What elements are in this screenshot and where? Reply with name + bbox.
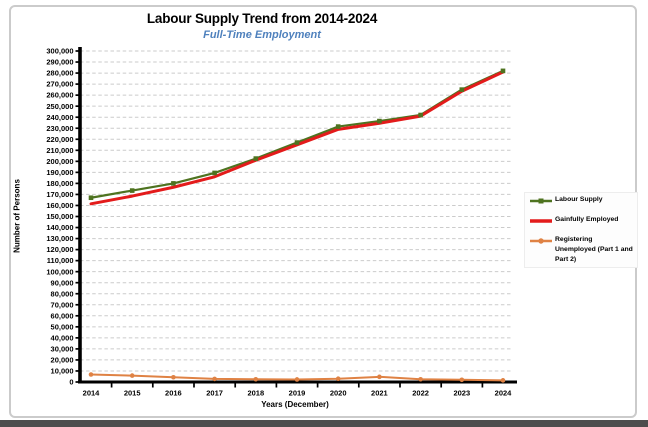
y-tick-label: 150,000: [46, 212, 73, 221]
y-tick-label: 10,000: [51, 367, 74, 376]
marker-labour-supply: [253, 156, 259, 161]
y-tick-label: 100,000: [46, 267, 73, 276]
marker-registering-unemployed-part-1-and-part-2: [88, 372, 94, 377]
marker-registering-unemployed-part-1-and-part-2: [253, 376, 259, 382]
x-tick-label: 2024: [495, 389, 513, 398]
marker-labour-supply: [294, 140, 300, 145]
legend-swatch-marker: [538, 238, 544, 244]
marker-registering-unemployed-part-1-and-part-2: [418, 376, 423, 382]
y-tick-label: 180,000: [46, 179, 73, 188]
y-tick-label: 0: [69, 378, 73, 387]
y-tick-label: 220,000: [46, 135, 73, 144]
marker-registering-unemployed-part-1-and-part-2: [335, 376, 341, 381]
legend-swatch-marker: [538, 198, 544, 204]
marker-labour-supply: [459, 87, 465, 92]
y-tick-label: 280,000: [46, 69, 73, 78]
x-tick-label: 2023: [453, 389, 470, 398]
marker-labour-supply: [335, 124, 341, 129]
legend-swatch-labour-supply-icon: [530, 198, 552, 204]
y-tick-label: 40,000: [51, 333, 74, 342]
y-tick-label: 30,000: [51, 345, 74, 354]
y-tick-label: 190,000: [46, 168, 73, 177]
y-tick-label: 80,000: [51, 289, 74, 298]
marker-registering-unemployed-part-1-and-part-2: [500, 378, 506, 383]
x-tick-label: 2014: [83, 389, 101, 398]
series-line-labour-supply: [89, 69, 505, 199]
legend-swatch-registering-unemployed-icon: [530, 238, 552, 244]
marker-registering-unemployed-part-1-and-part-2: [171, 374, 176, 380]
marker-labour-supply: [212, 170, 217, 176]
legend-label: Gainfully Employed: [555, 215, 619, 223]
x-tick-label: 2017: [206, 389, 223, 398]
chart-subtitle: Full-Time Employment: [203, 29, 321, 41]
x-tick-label: 2019: [289, 389, 306, 398]
legend-swatch-gainfully-employed-icon: [530, 219, 552, 223]
x-tick-label: 2021: [371, 389, 388, 398]
marker-registering-unemployed-part-1-and-part-2: [212, 376, 217, 382]
y-tick-label: 240,000: [46, 113, 73, 122]
marker-labour-supply: [88, 195, 94, 201]
series-line-gainfully-employed: [89, 70, 505, 206]
marker-registering-unemployed-part-1-and-part-2: [377, 374, 382, 380]
marker-labour-supply: [500, 68, 506, 74]
y-tick-label: 20,000: [51, 356, 74, 365]
y-tick-label: 140,000: [46, 223, 73, 232]
marker-registering-unemployed-part-1-and-part-2: [459, 377, 465, 383]
marker-labour-supply: [377, 118, 382, 124]
x-axis-title: Years (December): [261, 400, 329, 409]
y-tick-label: 250,000: [46, 102, 73, 111]
legend-item-gainfully-employed: Gainfully Employed: [529, 215, 635, 226]
x-tick-label: 2022: [412, 389, 429, 398]
y-tick-label: 90,000: [51, 278, 74, 287]
legend-label: Labour Supply: [555, 195, 603, 203]
y-tick-label: 50,000: [51, 322, 74, 331]
legend-label: Registering Unemployed (Part 1 and Part …: [555, 235, 633, 264]
marker-labour-supply: [171, 181, 176, 186]
y-tick-label: 300,000: [46, 47, 73, 56]
legend-item-labour-supply: Labour Supply: [529, 195, 635, 206]
y-tick-label: 170,000: [46, 190, 73, 199]
marker-registering-unemployed-part-1-and-part-2: [129, 373, 135, 378]
chart-title: Labour Supply Trend from 2014-2024: [146, 11, 378, 26]
marker-labour-supply: [129, 188, 135, 193]
x-tick-label: 2016: [165, 389, 182, 398]
window-edge-strip: [0, 420, 648, 427]
y-tick-label: 160,000: [46, 201, 73, 210]
y-tick-label: 70,000: [51, 300, 74, 309]
y-tick-label: 210,000: [46, 146, 73, 155]
x-tick-label: 2018: [247, 389, 264, 398]
marker-labour-supply: [418, 112, 423, 118]
y-tick-label: 130,000: [46, 234, 73, 243]
legend-item-registering-unemployed: Registering Unemployed (Part 1 and Part …: [529, 235, 635, 266]
y-tick-label: 270,000: [46, 80, 73, 89]
y-tick-label: 200,000: [46, 157, 73, 166]
y-tick-label: 230,000: [46, 124, 73, 133]
marker-registering-unemployed-part-1-and-part-2: [294, 377, 300, 382]
x-tick-label: 2015: [124, 389, 141, 398]
chart-legend: Labour Supply Gainfully Employed Registe…: [524, 192, 638, 268]
x-tick-label: 2020: [330, 389, 347, 398]
y-tick-label: 290,000: [46, 58, 73, 67]
y-tick-label: 260,000: [46, 91, 73, 100]
y-tick-label: 120,000: [46, 245, 73, 254]
y-tick-label: 110,000: [47, 256, 74, 265]
y-tick-label: 60,000: [51, 311, 74, 320]
